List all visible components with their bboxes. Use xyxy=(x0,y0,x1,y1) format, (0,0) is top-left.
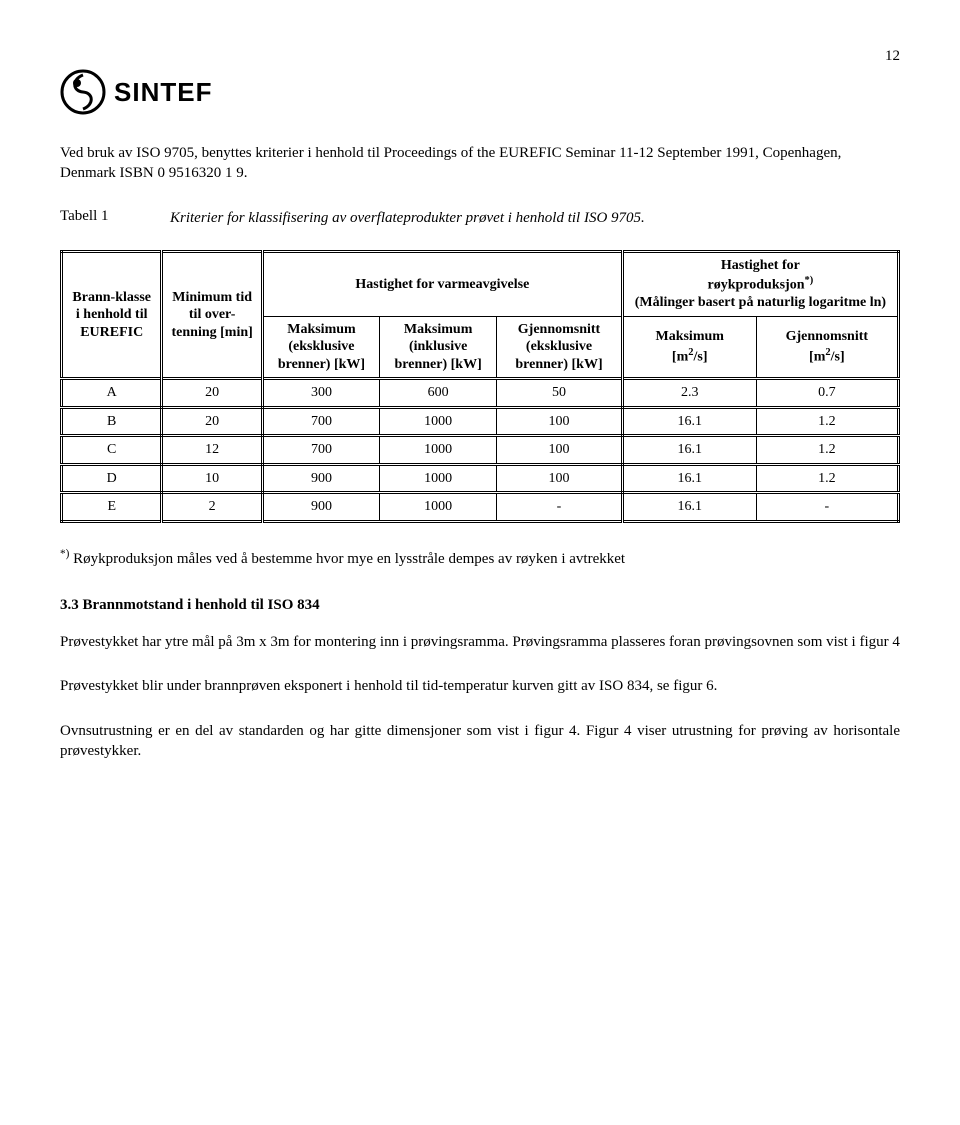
table-row: D 10 900 1000 100 16.1 1.2 xyxy=(62,464,899,493)
logo: SINTEF xyxy=(60,69,900,115)
cell: 10 xyxy=(162,464,262,493)
col-group-heat: Hastighet for varmeavgivelse xyxy=(262,251,622,316)
cell-class: C xyxy=(62,436,162,465)
col-header-max-incl: Maksimum (inklusive brenner) [kW] xyxy=(380,316,497,379)
paragraph: Prøvestykket blir under brannprøven eksp… xyxy=(60,676,900,696)
col-header-max-excl: Maksimum (eksklusive brenner) [kW] xyxy=(262,316,379,379)
cell: 600 xyxy=(380,379,497,408)
cell: 900 xyxy=(262,464,379,493)
cell: 100 xyxy=(497,436,623,465)
paragraph: Prøvestykket har ytre mål på 3m x 3m for… xyxy=(60,632,900,652)
col-group-smoke: Hastighet for røykproduksjon*) (Målinger… xyxy=(622,251,898,316)
cell-class: A xyxy=(62,379,162,408)
col-header-smoke-avg: Gjennomsnitt [m2/s] xyxy=(756,316,898,379)
cell: 16.1 xyxy=(622,493,756,522)
cell: 16.1 xyxy=(622,436,756,465)
table-row: A 20 300 600 50 2.3 0.7 xyxy=(62,379,899,408)
cell-class: D xyxy=(62,464,162,493)
cell: 100 xyxy=(497,464,623,493)
cell: 1000 xyxy=(380,436,497,465)
cell: - xyxy=(756,493,898,522)
table-header-row-1: Brann-klasse i henhold til EUREFIC Minim… xyxy=(62,251,899,316)
page-number: 12 xyxy=(60,48,900,65)
cell-class: E xyxy=(62,493,162,522)
cell: 16.1 xyxy=(622,464,756,493)
cell: - xyxy=(497,493,623,522)
cell: 900 xyxy=(262,493,379,522)
table-caption: Tabell 1 Kriterier for klassifisering av… xyxy=(60,208,900,228)
cell: 700 xyxy=(262,436,379,465)
cell: 1000 xyxy=(380,464,497,493)
cell: 12 xyxy=(162,436,262,465)
intro-paragraph: Ved bruk av ISO 9705, benyttes kriterier… xyxy=(60,143,900,184)
cell: 2 xyxy=(162,493,262,522)
cell: 2.3 xyxy=(622,379,756,408)
cell-class: B xyxy=(62,407,162,436)
paragraph: Ovnsutrustning er en del av standarden o… xyxy=(60,721,900,762)
cell: 700 xyxy=(262,407,379,436)
cell: 100 xyxy=(497,407,623,436)
criteria-table: Brann-klasse i henhold til EUREFIC Minim… xyxy=(60,250,900,523)
col-header-class: Brann-klasse i henhold til EUREFIC xyxy=(62,251,162,379)
table-description: Kriterier for klassifisering av overflat… xyxy=(170,208,645,228)
col-header-avg-excl: Gjennomsnitt (eksklusive brenner) [kW] xyxy=(497,316,623,379)
col-header-smoke-max: Maksimum [m2/s] xyxy=(622,316,756,379)
cell: 0.7 xyxy=(756,379,898,408)
cell: 300 xyxy=(262,379,379,408)
table-row: E 2 900 1000 - 16.1 - xyxy=(62,493,899,522)
cell: 20 xyxy=(162,379,262,408)
col-header-min-time: Minimum tid til over-tenning [min] xyxy=(162,251,262,379)
cell: 20 xyxy=(162,407,262,436)
section-heading: 3.3 Brannmotstand i henhold til ISO 834 xyxy=(60,597,900,614)
cell: 1000 xyxy=(380,493,497,522)
table-label: Tabell 1 xyxy=(60,208,170,228)
cell: 1.2 xyxy=(756,464,898,493)
sintef-logo-icon xyxy=(60,69,106,115)
table-row: C 12 700 1000 100 16.1 1.2 xyxy=(62,436,899,465)
table-footnote: *) Røykproduksjon måles ved å bestemme h… xyxy=(60,547,900,569)
cell: 50 xyxy=(497,379,623,408)
table-row: B 20 700 1000 100 16.1 1.2 xyxy=(62,407,899,436)
logo-text: SINTEF xyxy=(114,77,212,108)
cell: 16.1 xyxy=(622,407,756,436)
cell: 1.2 xyxy=(756,407,898,436)
cell: 1.2 xyxy=(756,436,898,465)
cell: 1000 xyxy=(380,407,497,436)
